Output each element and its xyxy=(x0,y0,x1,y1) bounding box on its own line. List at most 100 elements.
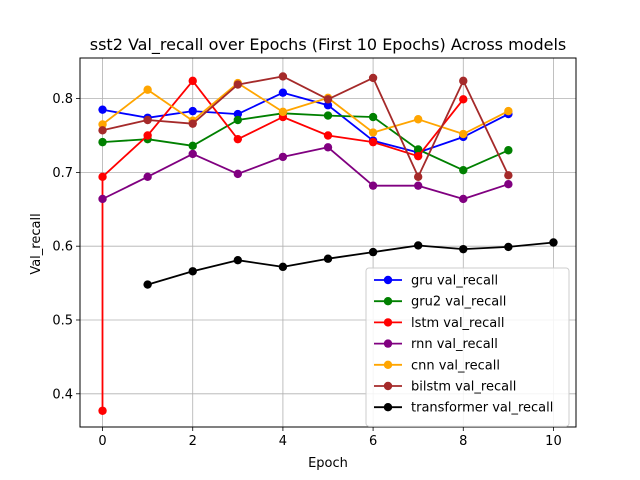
data-point xyxy=(459,244,468,254)
data-point xyxy=(413,151,423,161)
data-point xyxy=(278,88,288,97)
legend-item: bilstm val_recall xyxy=(374,380,516,395)
legend-label: rnn val_recall xyxy=(411,337,498,352)
data-point xyxy=(549,238,558,247)
legend-marker xyxy=(383,297,393,306)
plot-frame xyxy=(79,57,577,428)
data-point xyxy=(413,241,423,250)
data-point xyxy=(413,172,423,182)
data-point xyxy=(98,120,107,129)
legend-item: rnn val_recall xyxy=(374,337,498,352)
data-point xyxy=(368,181,378,190)
data-point xyxy=(323,254,333,263)
data-point xyxy=(323,111,333,120)
data-point xyxy=(459,76,468,86)
data-point xyxy=(278,152,288,162)
data-point xyxy=(459,129,468,139)
data-point xyxy=(233,169,243,179)
y-tick-label: 0.4 xyxy=(52,387,73,402)
data-point xyxy=(504,242,513,252)
data-point xyxy=(368,112,378,122)
data-point xyxy=(98,194,107,204)
chart-title: sst2 Val_recall over Epochs (First 10 Ep… xyxy=(90,35,566,55)
data-point xyxy=(413,115,423,124)
data-point xyxy=(143,172,152,182)
data-point xyxy=(143,85,152,94)
series-line xyxy=(102,112,509,172)
x-tick-label: 4 xyxy=(279,434,287,449)
data-point xyxy=(188,141,197,151)
data-point xyxy=(233,115,243,125)
legend-label: gru2 val_recall xyxy=(411,295,506,310)
legend-marker xyxy=(383,318,393,327)
series-3 xyxy=(98,143,513,204)
data-point xyxy=(323,95,333,104)
series-line xyxy=(102,91,509,154)
data-point xyxy=(504,146,513,155)
series-6 xyxy=(143,238,558,289)
x-axis-label: Epoch xyxy=(308,456,348,471)
data-point xyxy=(368,247,378,257)
data-point xyxy=(368,73,378,83)
x-axis-ticks: 0 2 4 6 8 10 xyxy=(98,427,562,449)
legend-marker xyxy=(383,360,393,369)
data-point xyxy=(459,165,468,175)
series-line xyxy=(102,75,510,178)
data-point xyxy=(188,267,197,276)
legend-item: transformer val_recall xyxy=(374,401,553,416)
legend-box xyxy=(365,267,570,427)
data-point xyxy=(413,181,423,190)
legend-marker xyxy=(383,275,393,285)
data-point xyxy=(143,115,152,125)
y-tick-label: 0.6 xyxy=(52,240,73,255)
series-line xyxy=(102,146,509,200)
data-point xyxy=(143,131,152,140)
x-tick-label: 6 xyxy=(369,434,377,449)
data-point xyxy=(188,76,197,86)
series-line xyxy=(147,241,554,286)
legend-item: gru val_recall xyxy=(374,274,498,289)
data-point xyxy=(368,128,378,137)
data-point xyxy=(504,106,513,116)
series-layer xyxy=(98,72,558,415)
legend-label: gru val_recall xyxy=(411,274,498,289)
data-point xyxy=(98,406,107,415)
legend-label: lstm val_recall xyxy=(411,316,504,331)
series-2 xyxy=(98,76,468,415)
data-point xyxy=(98,105,107,114)
legend-marker xyxy=(383,403,393,412)
legend-label: transformer val_recall xyxy=(411,401,553,416)
data-point xyxy=(143,280,152,289)
y-tick-label: 0.7 xyxy=(52,166,73,181)
series-line xyxy=(101,80,465,411)
legend-item: lstm val_recall xyxy=(374,316,504,331)
data-point xyxy=(98,137,107,147)
data-point xyxy=(413,145,423,154)
x-tick-label: 10 xyxy=(545,434,562,449)
data-point xyxy=(233,80,243,89)
data-point xyxy=(188,149,197,159)
series-line xyxy=(101,82,509,135)
data-point xyxy=(98,172,107,182)
legend-marker xyxy=(383,339,393,348)
legend-marker xyxy=(383,381,393,391)
x-tick-label: 8 xyxy=(459,434,467,449)
data-point xyxy=(278,72,288,81)
legend-item: gru2 val_recall xyxy=(374,295,506,310)
data-point xyxy=(233,109,243,119)
data-point xyxy=(188,119,197,128)
x-tick-label: 2 xyxy=(189,434,197,449)
data-point xyxy=(278,262,288,272)
data-point xyxy=(323,143,333,152)
x-tick-label: 0 xyxy=(98,434,106,449)
y-tick-label: 0.5 xyxy=(52,313,73,328)
data-point xyxy=(323,101,333,110)
data-point xyxy=(368,137,378,147)
data-point xyxy=(459,194,468,204)
data-point xyxy=(278,107,288,117)
y-axis-label: Val_recall xyxy=(29,213,44,274)
data-point xyxy=(98,126,107,135)
series-5 xyxy=(98,72,513,182)
data-point xyxy=(459,95,468,104)
